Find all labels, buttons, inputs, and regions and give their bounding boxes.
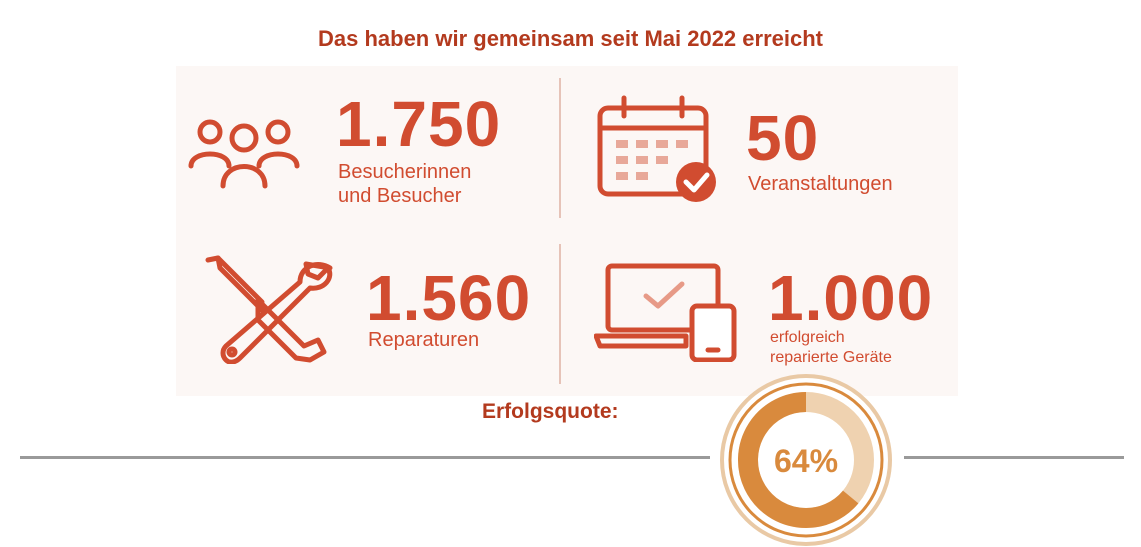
success-rate-label: Erfolgsquote: [482,400,619,423]
events-label: Veranstaltungen [748,173,893,195]
repairs-value: 1.560 [366,262,532,334]
gauge-value: 64% [774,443,838,479]
calendar-check-icon [597,95,716,202]
devices-label-1: erfolgreich [770,329,845,346]
gauge-arc [738,392,859,528]
people-icon [188,119,300,189]
devices-label-2: reparierte Geräte [770,349,892,366]
repairs-label: Reparaturen [368,329,480,351]
visitors-label-1: Besucherinnen [338,161,472,183]
divider-top [559,78,561,218]
divider-left [20,456,710,459]
stats-panel: 1.750 Besucherinnen und Besucher 50 Vera… [176,66,958,396]
devices-value: 1.000 [768,262,934,334]
divider-right [904,456,1124,459]
tools-icon [205,255,333,364]
events-value: 50 [746,102,820,174]
success-gauge: 64% [720,374,892,546]
devices-check-icon [594,263,737,362]
gauge-inner-ring [728,382,884,538]
divider-bottom [559,244,561,384]
page-title: Das haben wir gemeinsam seit Mai 2022 er… [317,26,823,51]
visitors-value: 1.750 [336,88,502,160]
visitors-label-2: und Besucher [338,185,462,207]
